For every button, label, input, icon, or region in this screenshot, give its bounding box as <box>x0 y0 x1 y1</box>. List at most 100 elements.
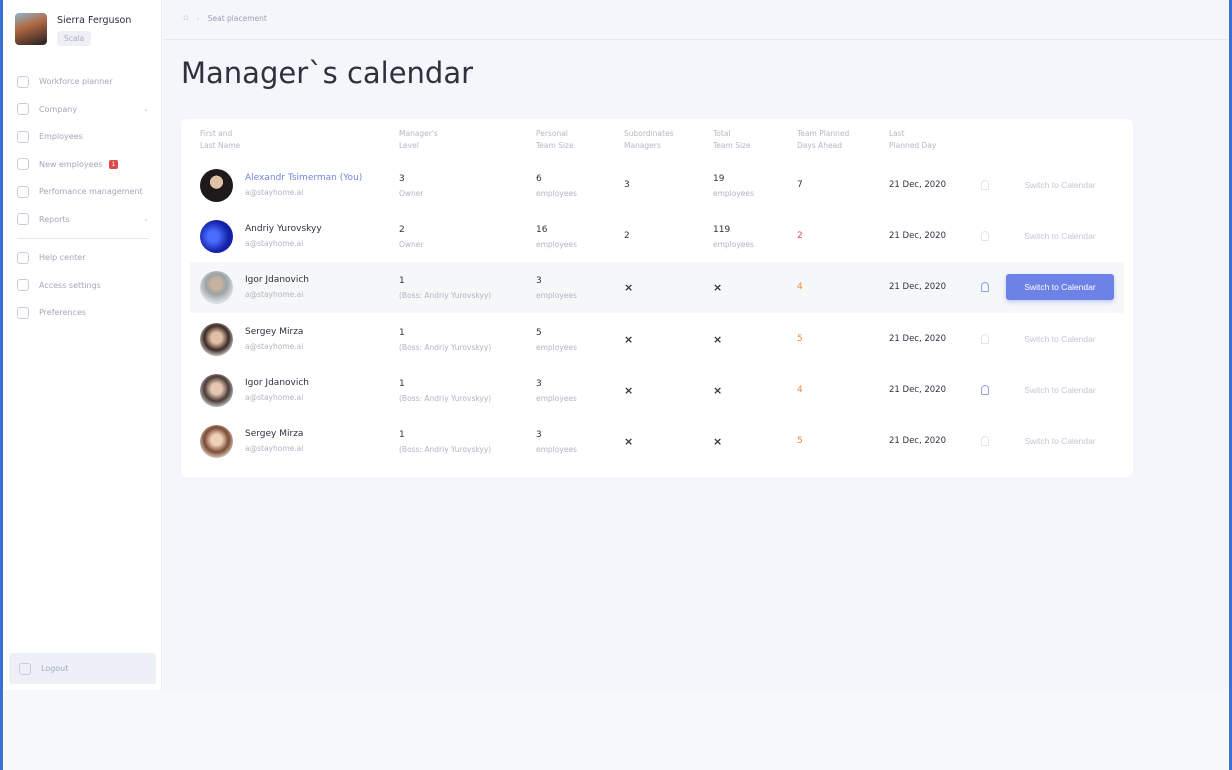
bell-icon[interactable] <box>981 231 989 242</box>
planned-days-ahead: 2 <box>797 231 803 242</box>
switch-to-calendar-button[interactable]: Switch to Calendar <box>1006 172 1114 198</box>
column-header: Total Team Size <box>713 129 751 150</box>
last-planned-day: 21 Dec, 2020 <box>889 282 947 293</box>
sidebar-item-perfomance-management[interactable]: Perfomance management <box>17 178 149 206</box>
column-header: Last Planned Day <box>889 129 937 150</box>
sidebar-item-workforce-planner[interactable]: Workforce planner <box>17 68 149 96</box>
planned-days-ahead: 7 <box>797 180 803 190</box>
employee-name: Igor Jdanovich <box>245 275 310 286</box>
manager-level: 1 (Boss: Andriy Yurovskyy) <box>399 430 492 454</box>
subordinate-managers: 2 <box>624 231 630 242</box>
employee-email: a@stayhome.ai <box>245 392 304 402</box>
bell-icon[interactable] <box>981 180 989 190</box>
column-header: Personal Team Size <box>536 129 574 150</box>
employee-name: Sergey Mirza <box>245 326 304 337</box>
sidebar-item-label: Help center <box>39 253 86 263</box>
nav-icon <box>17 251 29 264</box>
column-header: First and Last Name <box>200 129 241 150</box>
nav-icon <box>17 279 29 292</box>
sidebar: Sierra Ferguson Scala Workforce planner C… <box>3 0 162 690</box>
avatar <box>200 169 233 202</box>
logout-label: Logout <box>41 664 69 673</box>
last-planned-day: 21 Dec, 2020 <box>889 436 947 446</box>
chevron-down-icon: ⌄ <box>143 105 149 114</box>
logout-icon <box>19 662 31 675</box>
avatar <box>200 425 233 458</box>
logout-button[interactable]: Logout <box>9 653 156 684</box>
employee-name: Andriy Yurovskyy <box>245 224 322 235</box>
employee-name: Sergey Mirza <box>245 429 304 439</box>
sidebar-item-reports[interactable]: Reports ⌄ <box>17 206 149 234</box>
column-header: Subordinates Managers <box>624 129 674 150</box>
column-header: Manager's Level <box>399 129 438 150</box>
bell-icon[interactable] <box>981 282 989 293</box>
bell-icon[interactable] <box>981 384 989 395</box>
planned-days-ahead: 5 <box>797 436 803 446</box>
user-badge: Scala <box>57 31 92 46</box>
avatar <box>200 322 233 356</box>
last-planned-day: 21 Dec, 2020 <box>889 384 947 395</box>
manager-level: 1 (Boss: Andriy Yurovskyy) <box>399 378 492 403</box>
employee-name-cell: Alexandr Tsimerman (You) a@stayhome.ai <box>245 173 362 197</box>
switch-to-calendar-button[interactable]: Switch to Calendar <box>1006 223 1114 249</box>
sidebar-item-employees[interactable]: Employees <box>17 123 149 151</box>
switch-to-calendar-button[interactable]: Switch to Calendar <box>1006 428 1114 454</box>
nav-icon <box>17 130 29 143</box>
sidebar-item-label: Access settings <box>39 280 101 290</box>
total-team-size: × <box>713 332 723 346</box>
employee-name: Igor Jdanovich <box>245 377 310 388</box>
subordinate-managers: × <box>624 383 634 397</box>
home-icon[interactable]: ⌂ <box>183 13 189 23</box>
sidebar-item-label: Employees <box>39 132 83 142</box>
employee-name[interactable]: Alexandr Tsimerman (You) <box>245 173 363 183</box>
total-team-size: × <box>713 281 723 295</box>
chevron-down-icon: ⌄ <box>143 215 149 224</box>
personal-team-size: 3 employees <box>536 276 577 301</box>
personal-team-size: 3 employees <box>536 430 577 454</box>
subordinate-managers: × <box>624 281 634 295</box>
manager-level: 1 (Boss: Andriy Yurovskyy) <box>399 276 492 301</box>
sidebar-item-label: New employees <box>39 159 103 169</box>
user-name: Sierra Ferguson <box>57 15 132 26</box>
personal-team-size: 16 employees <box>536 225 577 250</box>
bell-icon[interactable] <box>981 436 989 446</box>
sidebar-item-help-center[interactable]: Help center <box>17 244 149 272</box>
user-profile[interactable]: Sierra Ferguson Scala <box>15 13 131 46</box>
divider <box>163 39 1229 40</box>
nav-icon <box>17 103 29 116</box>
breadcrumb: ⌂ › Seat placement <box>183 13 267 23</box>
managers-table: First and Last Name Manager's Level Person… <box>181 119 1133 477</box>
avatar <box>200 220 233 254</box>
sidebar-item-label: Workforce planner <box>39 77 113 87</box>
switch-to-calendar-button[interactable]: Switch to Calendar <box>1006 377 1114 403</box>
subordinate-managers: 3 <box>624 180 630 190</box>
employee-email: a@stayhome.ai <box>245 239 304 249</box>
sidebar-item-label: Perfomance management <box>39 187 143 197</box>
nav-icon <box>17 75 29 88</box>
switch-to-calendar-button[interactable]: Switch to Calendar <box>1006 326 1114 352</box>
table-row: Igor Jdanovich a@stayhome.ai 1 (Boss: Andr… <box>190 262 1124 314</box>
employee-name-cell: Sergey Mirza a@stayhome.ai <box>245 429 303 453</box>
employee-email: a@stayhome.ai <box>245 188 304 197</box>
planned-days-ahead: 5 <box>797 333 803 344</box>
sidebar-item-company[interactable]: Company ⌄ <box>17 96 149 124</box>
sidebar-item-preferences[interactable]: Preferences <box>17 299 149 327</box>
divider <box>17 238 149 239</box>
switch-to-calendar-button[interactable]: Switch to Calendar <box>1006 274 1114 301</box>
last-planned-day: 21 Dec, 2020 <box>889 333 947 344</box>
total-team-size: × <box>713 383 723 397</box>
sidebar-item-new-employees[interactable]: New employees 1 <box>17 151 149 179</box>
employee-email: a@stayhome.ai <box>245 341 304 351</box>
total-team-size: 119 employees <box>713 225 754 250</box>
personal-team-size: 5 employees <box>536 327 577 352</box>
sidebar-item-label: Reports <box>39 214 70 224</box>
bell-icon[interactable] <box>981 333 989 344</box>
planned-days-ahead: 4 <box>797 282 803 293</box>
sidebar-item-access-settings[interactable]: Access settings <box>17 272 149 300</box>
planned-days-ahead: 4 <box>797 384 803 395</box>
personal-team-size: 6 employees <box>536 174 577 198</box>
nav-icon <box>17 158 29 171</box>
total-team-size: × <box>713 435 723 448</box>
employee-email: a@stayhome.ai <box>245 444 304 453</box>
